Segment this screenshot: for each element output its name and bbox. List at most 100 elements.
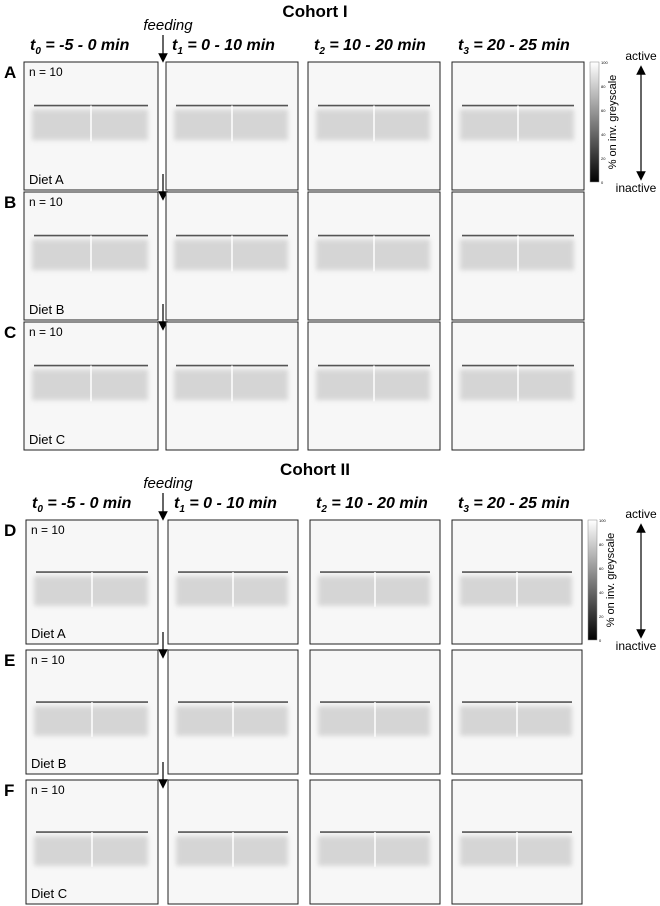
activity-panel	[451, 321, 585, 451]
activity-panel	[309, 519, 441, 645]
activity-panel	[451, 519, 583, 645]
colorbar	[587, 519, 598, 641]
activity-blur	[34, 576, 148, 606]
header-var: t	[32, 495, 38, 512]
colorbar-tick: 80	[599, 542, 604, 547]
header-rest: = -5 - 0 min	[43, 495, 132, 512]
activity-blur	[316, 239, 430, 271]
column-header: t2 = 10 - 20 min	[314, 37, 426, 57]
activity-panel	[25, 649, 159, 775]
activity-blur	[318, 706, 430, 736]
activity-panel	[165, 191, 299, 321]
header-var: t	[458, 37, 464, 54]
header-var: t	[172, 37, 178, 54]
column-header: t1 = 0 - 10 min	[172, 37, 275, 57]
header-sub: 1	[177, 46, 183, 57]
n-label: n = 10	[29, 325, 63, 339]
colorbar-label: % on inv. greyscale	[607, 75, 619, 170]
cohort-title: Cohort I	[282, 2, 347, 21]
n-label: n = 10	[31, 523, 65, 537]
row-letter: F	[4, 781, 14, 800]
activity-blur	[460, 369, 574, 401]
active-label: active	[625, 49, 657, 63]
activity-panel	[23, 191, 159, 321]
colorbar-tick: 40	[599, 590, 604, 595]
n-label: n = 10	[31, 783, 65, 797]
activity-blur	[460, 239, 574, 271]
colorbar-tick: 100	[601, 60, 608, 65]
header-var: t	[458, 495, 464, 512]
colorbar-tick: 0	[599, 638, 602, 643]
activity-panel	[23, 61, 159, 191]
activity-blur	[174, 369, 288, 401]
header-sub: 3	[463, 504, 469, 515]
activity-panel	[25, 519, 159, 645]
activity-blur	[176, 836, 288, 866]
header-rest: = 10 - 20 min	[325, 37, 426, 54]
colorbar-tick: 60	[601, 108, 606, 113]
activity-blur	[34, 706, 148, 736]
activity-blur	[174, 109, 288, 141]
feeding-label: feeding	[143, 475, 193, 492]
cohort-title: Cohort II	[280, 460, 350, 479]
diet-label: Diet A	[31, 626, 66, 641]
diet-label: Diet C	[29, 432, 65, 447]
activity-panel	[451, 649, 583, 775]
activity-blur	[318, 836, 430, 866]
diet-label: Diet B	[31, 756, 66, 771]
colorbar-tick: 20	[601, 156, 606, 161]
activity-panel	[167, 649, 299, 775]
column-header: t0 = -5 - 0 min	[30, 37, 130, 57]
header-sub: 2	[320, 504, 327, 515]
activity-panel	[451, 779, 583, 905]
activity-panel	[307, 61, 441, 191]
header-var: t	[30, 37, 36, 54]
activity-panel	[23, 321, 159, 451]
column-header: t3 = 20 - 25 min	[458, 495, 570, 515]
row-letter: C	[4, 323, 16, 342]
activity-blur	[176, 576, 288, 606]
header-rest: = 10 - 20 min	[327, 495, 428, 512]
colorbar	[589, 61, 600, 183]
activity-panel	[309, 779, 441, 905]
row-letter: E	[4, 651, 15, 670]
activity-panel	[451, 191, 585, 321]
activity-blur	[460, 109, 574, 141]
diet-label: Diet B	[29, 302, 64, 317]
header-sub: 2	[318, 46, 325, 57]
activity-panel	[309, 649, 441, 775]
activity-panel	[167, 519, 299, 645]
header-rest: = 20 - 25 min	[469, 37, 570, 54]
colorbar-label: % on inv. greyscale	[605, 533, 617, 628]
activity-blur	[32, 109, 148, 141]
column-header: t0 = -5 - 0 min	[32, 495, 132, 515]
activity-blur	[176, 706, 288, 736]
activity-blur	[34, 836, 148, 866]
activity-blur	[460, 836, 572, 866]
colorbar-tick: 60	[599, 566, 604, 571]
activity-panel	[167, 779, 299, 905]
header-var: t	[316, 495, 322, 512]
header-sub: 1	[179, 504, 185, 515]
diet-label: Diet C	[31, 886, 67, 901]
activity-panel	[25, 779, 159, 905]
activity-blur	[316, 109, 430, 141]
activity-blur	[318, 576, 430, 606]
column-header: t2 = 10 - 20 min	[316, 495, 428, 515]
inactive-label: inactive	[616, 639, 657, 653]
row-letter: A	[4, 63, 16, 82]
n-label: n = 10	[29, 65, 63, 79]
colorbar-tick: 20	[599, 614, 604, 619]
activity-panel	[165, 321, 299, 451]
activity-blur	[316, 369, 430, 401]
header-sub: 0	[37, 504, 43, 515]
diet-label: Diet A	[29, 172, 64, 187]
activity-blur	[460, 576, 572, 606]
column-header: t1 = 0 - 10 min	[174, 495, 277, 515]
column-header: t3 = 20 - 25 min	[458, 37, 570, 57]
activity-blur	[32, 369, 148, 401]
active-label: active	[625, 507, 657, 521]
header-sub: 0	[35, 46, 41, 57]
n-label: n = 10	[31, 653, 65, 667]
